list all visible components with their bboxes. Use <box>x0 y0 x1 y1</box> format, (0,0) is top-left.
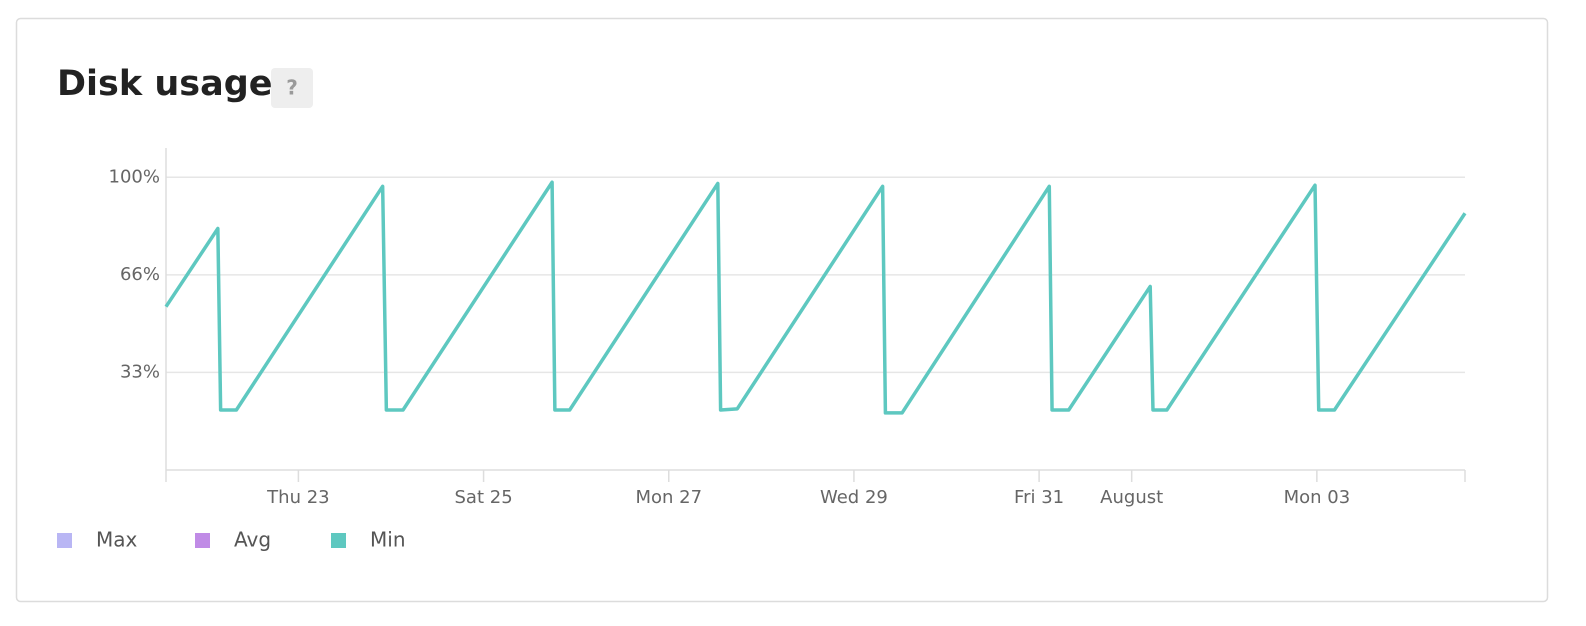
x-tick-label: Thu 23 <box>266 487 329 508</box>
x-tick-label: Mon 03 <box>1284 487 1351 508</box>
help-icon[interactable]: ? <box>286 76 298 100</box>
legend-label: Max <box>96 528 138 552</box>
x-tick-label: Wed 29 <box>820 487 888 508</box>
y-tick-label: 100% <box>109 166 160 187</box>
legend-label: Min <box>370 528 406 552</box>
legend-label: Avg <box>234 528 271 552</box>
card-border <box>15 17 1549 603</box>
x-tick-label: August <box>1100 487 1163 508</box>
chart-title: Disk usage <box>57 64 273 104</box>
legend-swatch <box>57 533 72 548</box>
help-box[interactable] <box>271 68 313 108</box>
help-button[interactable]: ? <box>271 68 313 108</box>
legend-swatch <box>331 533 346 548</box>
x-tick-label: Mon 27 <box>635 487 702 508</box>
line-series <box>164 180 1467 415</box>
legend-swatch <box>195 533 210 548</box>
x-tick-label: Fri 31 <box>1014 487 1064 508</box>
y-tick-label: 66% <box>120 264 160 285</box>
x-tick-label: Sat 25 <box>455 487 513 508</box>
y-tick-label: 33% <box>120 361 160 382</box>
